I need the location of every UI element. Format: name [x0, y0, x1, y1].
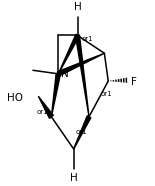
Text: or1: or1 — [82, 36, 94, 42]
Text: or1: or1 — [37, 109, 49, 115]
Polygon shape — [74, 116, 91, 149]
Text: N: N — [61, 69, 68, 79]
Polygon shape — [38, 96, 53, 118]
Text: or1: or1 — [101, 91, 112, 97]
Text: H: H — [74, 2, 81, 12]
Polygon shape — [58, 53, 104, 76]
Polygon shape — [58, 34, 79, 74]
Polygon shape — [75, 35, 89, 117]
Text: HO: HO — [7, 93, 23, 103]
Text: or1: or1 — [75, 129, 87, 135]
Text: F: F — [131, 77, 137, 87]
Polygon shape — [51, 73, 60, 117]
Text: H: H — [70, 173, 78, 183]
